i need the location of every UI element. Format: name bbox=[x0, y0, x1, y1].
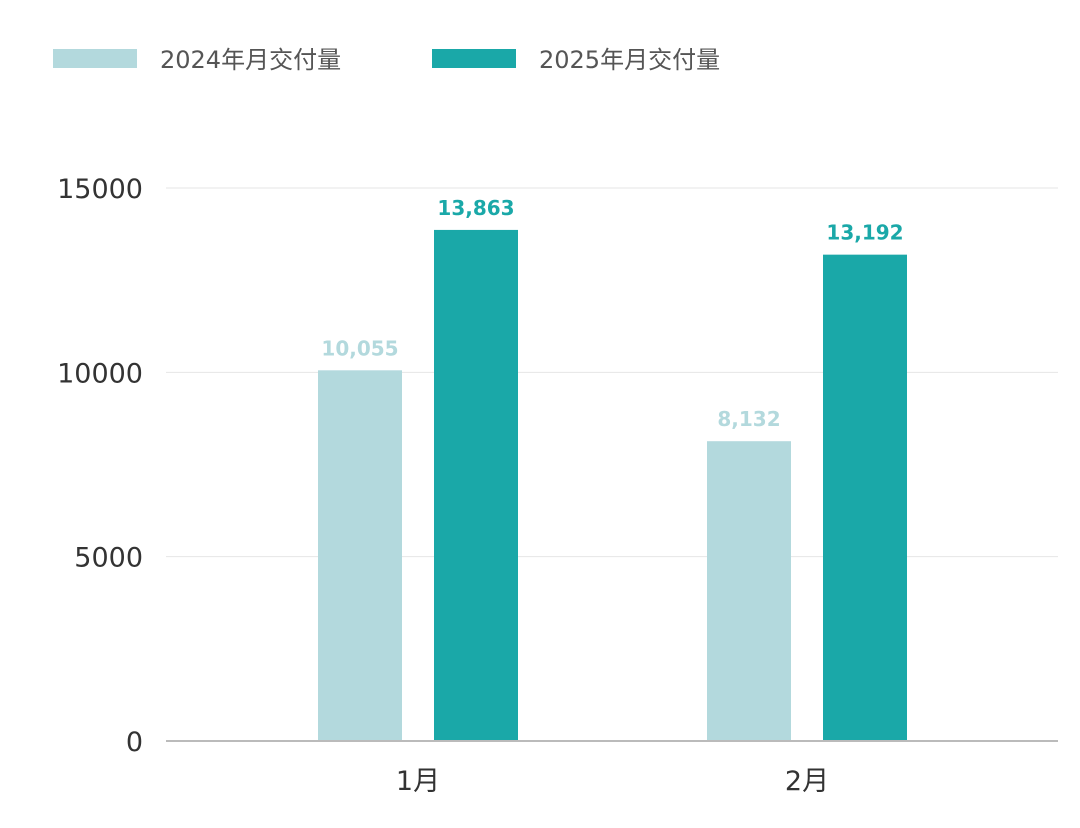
bar-2025-1 bbox=[434, 229, 518, 741]
legend-label-2024: 2024年月交付量 bbox=[160, 46, 341, 74]
value-labels: 10,055 13,863 8,132 13,192 bbox=[321, 196, 903, 431]
data-label: 8,132 bbox=[717, 407, 780, 431]
y-axis-ticks: 0 5000 10000 15000 bbox=[57, 174, 143, 758]
data-label: 10,055 bbox=[321, 336, 398, 360]
gridlines bbox=[166, 187, 1058, 558]
y-tick-label: 15000 bbox=[57, 174, 143, 205]
x-tick-label: 2月 bbox=[785, 766, 829, 797]
bars bbox=[318, 229, 907, 741]
data-label: 13,863 bbox=[437, 196, 514, 220]
y-tick-label: 0 bbox=[126, 727, 143, 758]
legend-swatch-2025 bbox=[432, 49, 516, 68]
bar-2024-2 bbox=[707, 441, 791, 741]
x-axis-categories: 1月 2月 bbox=[396, 766, 829, 797]
x-tick-label: 1月 bbox=[396, 766, 440, 797]
y-tick-label: 5000 bbox=[74, 543, 143, 574]
legend-label-2025: 2025年月交付量 bbox=[539, 46, 720, 74]
legend: 2024年月交付量 2025年月交付量 bbox=[53, 46, 720, 74]
y-tick-label: 10000 bbox=[57, 358, 143, 389]
data-label: 13,192 bbox=[826, 221, 903, 245]
bar-2025-2 bbox=[823, 254, 907, 741]
legend-swatch-2024 bbox=[53, 49, 137, 68]
bar-2024-1 bbox=[318, 370, 402, 741]
